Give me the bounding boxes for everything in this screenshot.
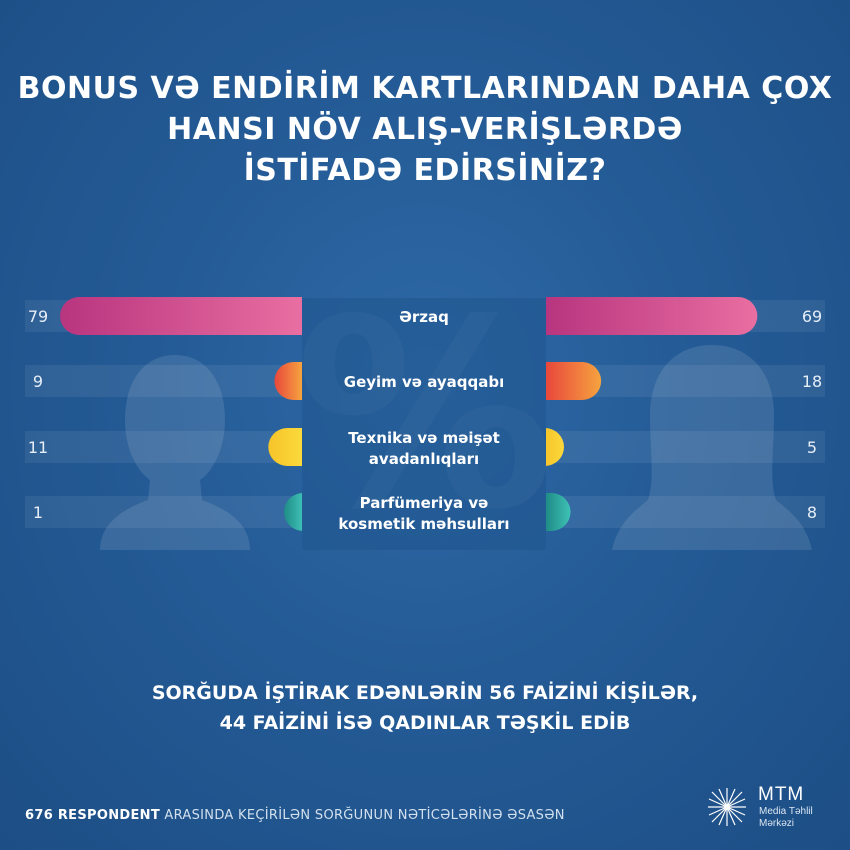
logo-name: MTM	[758, 784, 805, 805]
bar-left	[268, 428, 302, 466]
value-label-left: 79	[28, 307, 48, 326]
chart-subtitle: SORĞUDA İŞTİRAK EDƏNLƏRİN 56 FAİZİNİ KİŞ…	[151, 682, 699, 734]
bar-left	[284, 493, 303, 531]
value-label-left: 9	[33, 372, 43, 391]
value-label-right: 8	[807, 503, 817, 522]
mtm-logo-icon	[708, 788, 746, 826]
chart-title: BONUS VƏ ENDİRİM KARTLARINDAN DAHA ÇOX H…	[17, 71, 833, 188]
bar-track-left	[25, 365, 302, 397]
female-silhouette-icon	[612, 345, 812, 550]
category-label: Ərzaq	[399, 308, 449, 326]
category-label: kosmetik məhsulları	[338, 515, 509, 533]
value-label-left: 11	[28, 438, 48, 457]
category-label: avadanlıqları	[369, 450, 479, 468]
value-label-right: 5	[807, 438, 817, 457]
bar-left	[60, 297, 302, 335]
value-label-left: 1	[33, 503, 43, 522]
center-panel	[302, 298, 546, 550]
bar-right	[546, 493, 571, 531]
mtm-logo: MTM Media Təhlil Mərkəzi	[706, 784, 826, 830]
category-label: Texnika və məişət	[348, 429, 500, 447]
male-silhouette-icon	[100, 355, 250, 550]
source-respondents: 676 RESPONDENT	[25, 808, 160, 823]
bar-right	[546, 297, 758, 335]
value-label-right: 69	[802, 307, 822, 326]
bar-left	[274, 362, 302, 400]
bar-right	[546, 362, 602, 400]
category-label: Geyim və ayaqqabı	[344, 373, 504, 391]
category-label: Parfümeriya və	[360, 494, 489, 512]
bar-track-right	[546, 431, 825, 463]
logo-subtitle: Media Təhlil Mərkəzi	[759, 806, 813, 829]
source-note: 676 RESPONDENT ARASINDA KEÇİRİLƏN SORĞUN…	[25, 808, 565, 823]
source-text: ARASINDA KEÇİRİLƏN SORĞUNUN NƏTİCƏLƏRİNƏ…	[160, 808, 565, 823]
bar-right	[545, 428, 564, 466]
bar-track-left	[25, 431, 302, 463]
value-label-right: 18	[802, 372, 822, 391]
bar-track-right	[546, 496, 825, 528]
bar-track-left	[25, 496, 302, 528]
